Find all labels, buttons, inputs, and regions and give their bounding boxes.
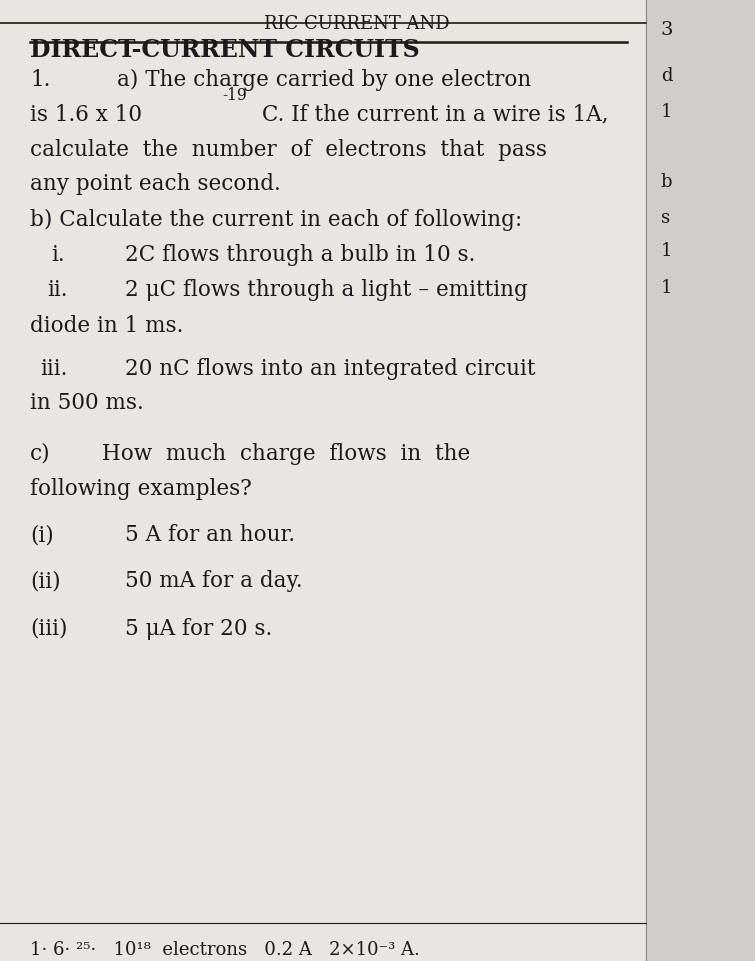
Text: 1: 1 bbox=[661, 103, 672, 121]
Text: b) Calculate the current in each of following:: b) Calculate the current in each of foll… bbox=[30, 209, 522, 231]
Text: 1· 6· ²⁵·   10¹⁸  electrons   0.2 A   2×10⁻³ A.: 1· 6· ²⁵· 10¹⁸ electrons 0.2 A 2×10⁻³ A. bbox=[30, 940, 420, 958]
Text: i.: i. bbox=[51, 244, 65, 266]
Text: 2C flows through a bulb in 10 s.: 2C flows through a bulb in 10 s. bbox=[125, 244, 475, 266]
Text: 2 μC flows through a light – emitting: 2 μC flows through a light – emitting bbox=[125, 279, 528, 301]
Text: calculate  the  number  of  electrons  that  pass: calculate the number of electrons that p… bbox=[30, 138, 547, 160]
Text: iii.: iii. bbox=[40, 357, 67, 380]
Text: s: s bbox=[661, 209, 670, 227]
Text: 1: 1 bbox=[661, 242, 672, 260]
Text: following examples?: following examples? bbox=[30, 478, 252, 500]
Text: b: b bbox=[661, 173, 672, 191]
Text: C. If the current in a wire is 1A,: C. If the current in a wire is 1A, bbox=[255, 104, 609, 126]
Text: (iii): (iii) bbox=[30, 617, 68, 639]
Text: 20 nC flows into an integrated circuit: 20 nC flows into an integrated circuit bbox=[125, 357, 535, 380]
Text: d: d bbox=[661, 67, 672, 86]
Text: 1: 1 bbox=[661, 279, 672, 297]
Text: a) The charge carried by one electron: a) The charge carried by one electron bbox=[117, 69, 532, 91]
Text: 3: 3 bbox=[661, 21, 673, 39]
Text: (i): (i) bbox=[30, 524, 54, 546]
Bar bbox=[646, 0, 755, 961]
Text: is 1.6 x 10: is 1.6 x 10 bbox=[30, 104, 142, 126]
Text: How  much  charge  flows  in  the: How much charge flows in the bbox=[102, 442, 470, 464]
Text: any point each second.: any point each second. bbox=[30, 173, 281, 195]
Text: 5 μA for 20 s.: 5 μA for 20 s. bbox=[125, 617, 272, 639]
Text: -19: -19 bbox=[223, 86, 248, 104]
Text: 5 A for an hour.: 5 A for an hour. bbox=[125, 524, 294, 546]
Text: in 500 ms.: in 500 ms. bbox=[30, 392, 144, 414]
Text: DIRECT-CURRENT CIRCUITS: DIRECT-CURRENT CIRCUITS bbox=[30, 38, 420, 62]
Text: 50 mA for a day.: 50 mA for a day. bbox=[125, 570, 302, 592]
Text: (ii): (ii) bbox=[30, 570, 61, 592]
Text: ii.: ii. bbox=[47, 279, 67, 301]
Text: 1.: 1. bbox=[30, 69, 51, 91]
Text: RIC CURRENT AND: RIC CURRENT AND bbox=[264, 15, 450, 34]
Text: c): c) bbox=[30, 442, 51, 464]
Text: diode in 1 ms.: diode in 1 ms. bbox=[30, 314, 183, 336]
